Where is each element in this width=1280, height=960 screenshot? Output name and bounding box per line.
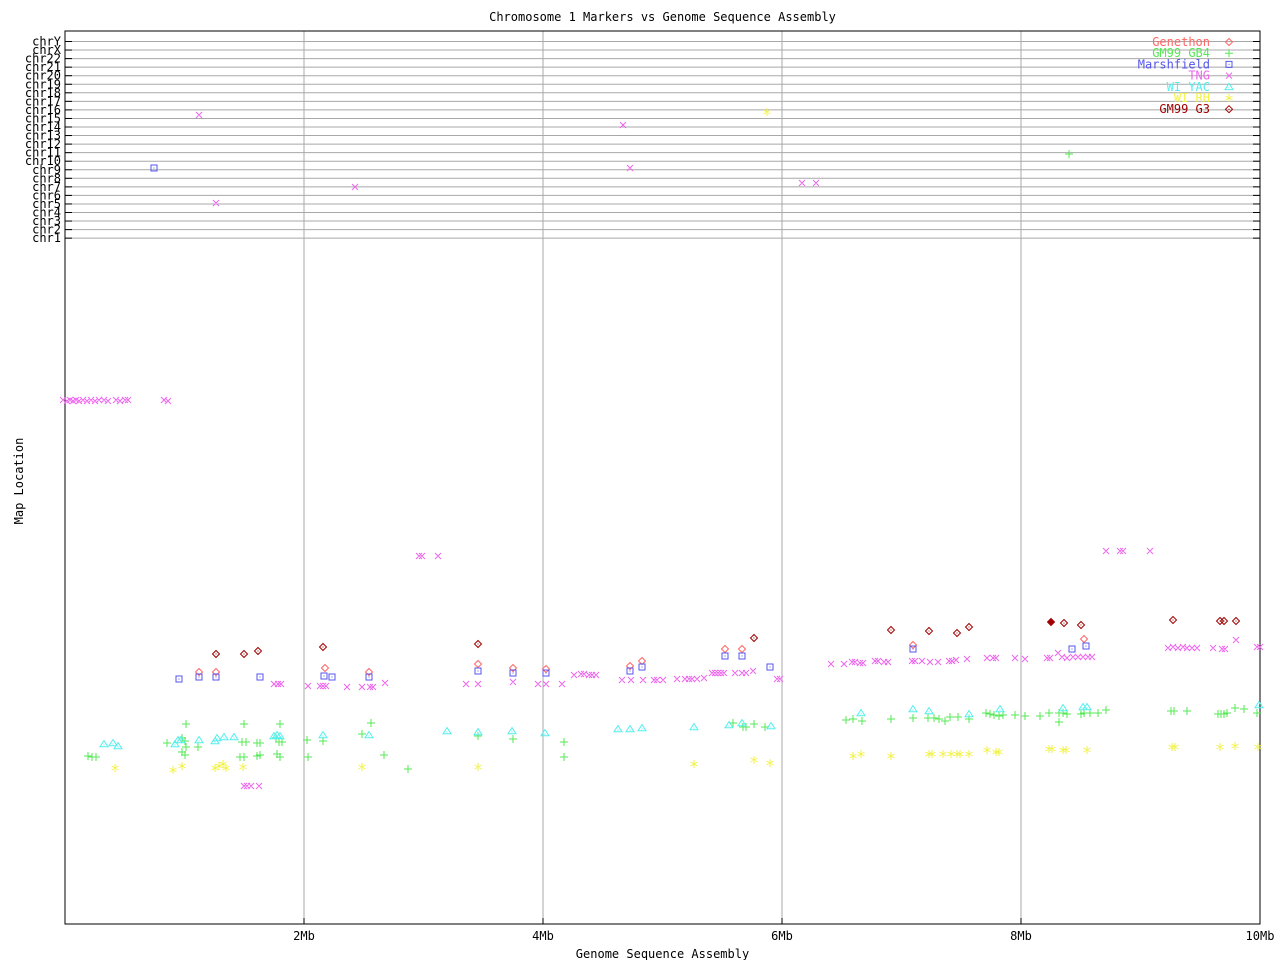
chr-label: chr14	[25, 120, 61, 134]
chr-label: chr6	[32, 188, 61, 202]
chr-label: chr1	[32, 231, 61, 245]
chr-label: chr13	[25, 129, 61, 143]
x-tick-label: 4Mb	[532, 929, 554, 943]
chr-label: chr16	[25, 103, 61, 117]
series-tng	[59, 111, 1264, 790]
x-tick-label: 2Mb	[293, 929, 315, 943]
x-tick-label: 10Mb	[1246, 929, 1275, 943]
chr-label: chr19	[25, 77, 61, 91]
chr-label: chr15	[25, 111, 61, 125]
legend-label-yac: WI YAC	[1167, 80, 1210, 94]
series-marshfield	[150, 164, 1090, 683]
legend-label-rh: WI RH	[1174, 91, 1210, 105]
chr-label: chr7	[32, 180, 61, 194]
legend-label-marshfield: Marshfield	[1138, 57, 1210, 71]
legend-marker-g3	[1224, 104, 1234, 114]
legend-label-genethon: Genethon	[1152, 35, 1210, 49]
chr-label: chrY	[32, 35, 62, 49]
chr-label: chr5	[32, 197, 61, 211]
series-rh	[111, 108, 1262, 774]
chr-label: chr9	[32, 163, 61, 177]
legend-marker-marshfield	[1225, 60, 1233, 68]
chr-label: chr21	[25, 60, 61, 74]
series-yac	[99, 700, 1264, 750]
x-tick-label: 6Mb	[771, 929, 793, 943]
chr-label: chr18	[25, 86, 61, 100]
chr-label: chr3	[32, 214, 61, 228]
chr-label: chr17	[25, 94, 61, 108]
legend-marker-genethon	[1224, 37, 1234, 47]
plot-border	[64, 30, 1261, 925]
chr-label: chrX	[32, 43, 62, 57]
legend-marker-tng	[1225, 72, 1233, 79]
legend-label-tng: TNG	[1188, 69, 1210, 83]
x-tick-label: 8Mb	[1010, 929, 1032, 943]
chr-label: chr22	[25, 52, 61, 66]
chr-label: chr2	[32, 223, 61, 237]
legend-label-g3: GM99 G3	[1159, 102, 1210, 116]
chr-label: chr20	[25, 69, 61, 83]
series-g3	[211, 615, 1241, 659]
chart-title: Chromosome 1 Markers vs Genome Sequence …	[489, 10, 836, 24]
legend-label-gb4: GM99 GB4	[1152, 46, 1210, 60]
legend-marker-gb4	[1225, 49, 1233, 58]
chr-label: chr8	[32, 171, 61, 185]
series-g3-filled	[1046, 617, 1056, 627]
chr-label: chr11	[25, 146, 61, 160]
legend-marker-yac	[1224, 82, 1234, 91]
x-axis-label: Genome Sequence Assembly	[575, 947, 750, 960]
legend-marker-rh	[1225, 94, 1233, 102]
chr-label: chr12	[25, 137, 61, 151]
chr-label: chr4	[32, 206, 61, 220]
chr-label: chr10	[25, 154, 61, 168]
